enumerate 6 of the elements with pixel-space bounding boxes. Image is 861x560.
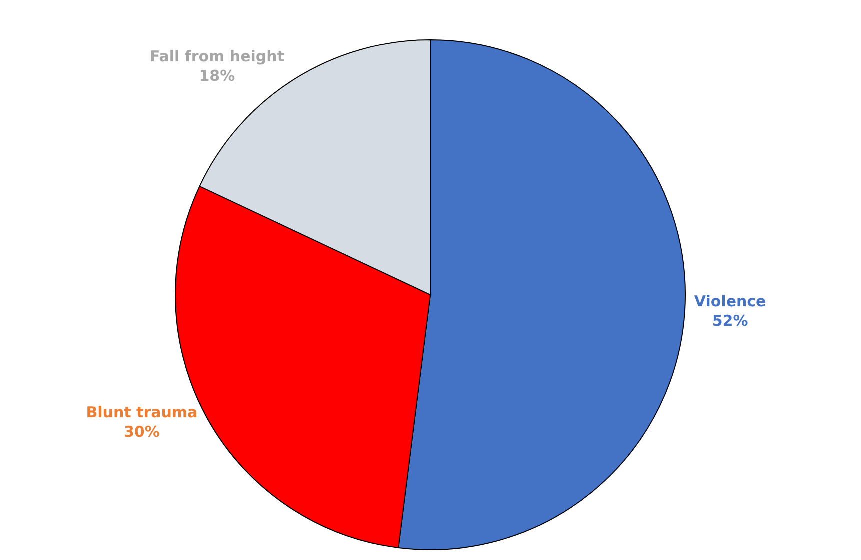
data-label: 30% bbox=[124, 422, 160, 441]
data-label: 52% bbox=[712, 312, 748, 330]
slice-label: Fall from height bbox=[150, 48, 284, 66]
slice-label: Violence bbox=[694, 292, 766, 310]
data-label: 18% bbox=[199, 67, 236, 86]
slice-label: Blunt trauma bbox=[86, 403, 198, 422]
